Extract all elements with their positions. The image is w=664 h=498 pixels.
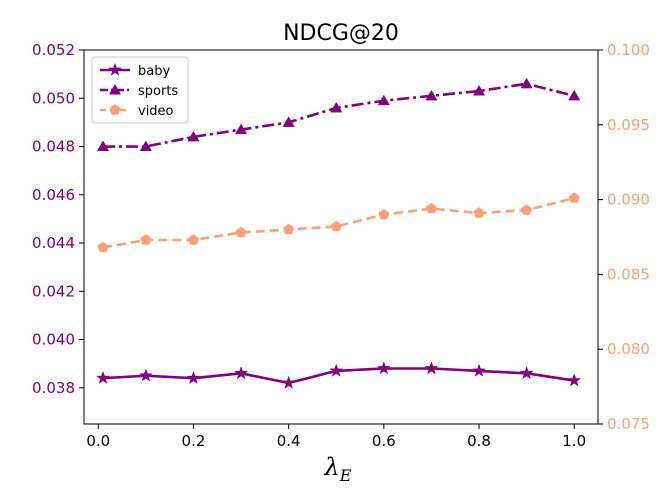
data-point-video <box>473 207 485 218</box>
data-point-baby <box>234 366 248 380</box>
x-tick-label: 0.4 <box>277 432 301 450</box>
data-point-baby <box>424 361 439 375</box>
x-tick-label: 0.2 <box>182 432 206 450</box>
data-point-video <box>97 241 109 253</box>
left-y-tick-label: 0.040 <box>32 331 75 349</box>
series-video <box>97 192 580 253</box>
axes-layer: 0.0 0.2 0.4 0.6 0.8 1.0 0.038 0.040 0.042 0.044 0.… <box>32 41 650 450</box>
data-point-video <box>378 208 390 220</box>
data-point-sports <box>377 94 390 106</box>
data-point-video <box>568 192 580 203</box>
data-point-baby <box>472 363 486 377</box>
legend-marker-sports <box>108 84 122 95</box>
legend-item-video: video <box>100 104 174 119</box>
legend-label-baby: baby <box>138 64 170 79</box>
left-y-tick-label: 0.046 <box>32 186 75 204</box>
data-point-baby <box>96 370 110 385</box>
data-point-video <box>140 234 152 245</box>
right-y-tick-label: 0.095 <box>607 116 650 134</box>
left-y-tick-label: 0.050 <box>32 89 75 107</box>
legend-item-sports: sports <box>100 84 178 99</box>
left-y-tick-label: 0.044 <box>32 234 75 252</box>
data-point-sports <box>520 77 533 89</box>
data-point-video <box>187 234 199 245</box>
right-y-tick-label: 0.085 <box>607 265 650 283</box>
right-y-tick-label: 0.075 <box>607 415 650 433</box>
legend-label-sports: sports <box>138 84 178 99</box>
left-y-tick-label: 0.052 <box>32 41 75 59</box>
data-point-video <box>521 204 533 215</box>
data-point-baby <box>329 363 344 377</box>
data-point-video <box>235 226 247 238</box>
chart-title: NDCG@20 <box>283 21 399 46</box>
data-point-baby <box>138 368 153 382</box>
right-y-tick-label: 0.090 <box>607 191 650 209</box>
right-y-tick-label: 0.080 <box>607 340 650 358</box>
legend-marker-baby <box>108 62 122 76</box>
data-point-sports <box>139 140 152 152</box>
left-y-tick-label: 0.048 <box>32 138 75 156</box>
data-point-sports <box>330 101 343 113</box>
series-line-video <box>102 196 575 249</box>
legend-item-baby: baby <box>100 62 170 79</box>
data-point-video <box>283 223 295 235</box>
series-sports <box>96 77 581 152</box>
data-point-baby <box>567 373 582 387</box>
series-baby <box>96 361 582 389</box>
legend: baby sports video <box>91 56 189 124</box>
right-y-tick-label: 0.100 <box>607 41 650 59</box>
x-tick-label: 1.0 <box>562 432 586 450</box>
x-axis-label: λE <box>324 453 352 485</box>
series-layer <box>96 77 582 389</box>
data-point-baby <box>186 370 201 385</box>
x-tick-label: 0.0 <box>86 432 110 450</box>
data-point-sports <box>568 89 581 101</box>
data-point-baby <box>519 366 534 380</box>
data-point-sports <box>425 89 438 101</box>
legend-label-video: video <box>138 104 174 119</box>
legend-marker-video <box>109 104 121 115</box>
x-axis-label-subscript: E <box>339 466 352 485</box>
x-tick-label: 0.8 <box>467 432 491 450</box>
left-y-tick-label: 0.042 <box>32 282 75 300</box>
data-point-sports <box>472 85 486 96</box>
data-point-sports <box>96 140 110 152</box>
data-point-video <box>425 202 437 214</box>
data-point-sports <box>187 130 200 142</box>
x-tick-label: 0.6 <box>372 432 396 450</box>
left-y-tick-label: 0.038 <box>32 379 75 397</box>
data-point-baby <box>281 375 296 389</box>
data-point-baby <box>376 361 391 375</box>
x-axis-label-main: λ <box>324 453 340 481</box>
data-point-sports <box>234 123 248 135</box>
data-point-sports <box>282 116 295 127</box>
plot-frame <box>83 49 599 425</box>
data-point-video <box>330 220 342 232</box>
